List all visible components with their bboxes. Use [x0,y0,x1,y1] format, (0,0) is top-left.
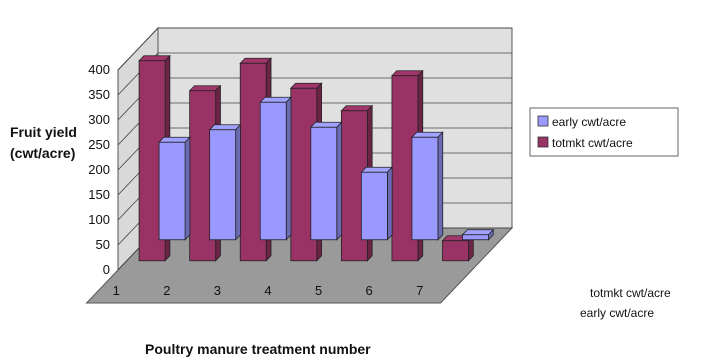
x-tick-label: 7 [416,283,423,298]
y-axis-title-line-2: (cwt/acre) [10,145,75,161]
x-axis-ticks: 1 2 3 4 5 6 7 [113,283,424,298]
bar-front [259,101,287,241]
y-tick-label: 250 [88,137,110,152]
y-tick-label: 100 [88,212,110,227]
bar-side [336,121,343,241]
legend-label-early: early cwt/acre [552,115,626,129]
bar-early [309,121,343,241]
x-tick-label: 2 [163,283,170,298]
x-tick-label: 3 [214,283,221,298]
bar-side [285,96,292,241]
bars-group [138,54,495,262]
gridline [117,52,512,96]
y-tick-label: 400 [88,62,110,77]
y-tick-label: 0 [103,262,110,277]
depth-label-early: early cwt/acre [580,306,654,320]
legend-swatch-early [537,115,549,127]
x-tick-label: 5 [315,283,322,298]
bar-front [360,171,388,241]
bar-front [209,129,237,241]
bar-side [386,166,393,241]
y-axis-ticks: 0 50 100 150 200 250 300 350 400 [88,62,110,277]
bar-early [158,136,191,241]
bar-front [462,234,489,241]
y-tick-label: 300 [88,112,110,127]
x-tick-label: 6 [366,283,373,298]
bar-front [310,126,338,241]
bar-side [437,131,444,241]
bar-early [259,96,292,241]
legend-label-totmkt: totmkt cwt/acre [552,136,633,150]
y-axis-title-line-1: Fruit yield [10,124,77,140]
depth-label-totmkt: totmkt cwt/acre [590,286,671,300]
legend-box [529,107,679,157]
x-axis-title: Poultry manure treatment number [145,341,371,357]
legend-swatch-totmkt [537,136,549,148]
gridline [117,27,512,71]
y-tick-label: 150 [88,187,110,202]
bar-side [184,136,191,241]
x-tick-label: 4 [264,283,271,298]
x-tick-label: 1 [113,283,120,298]
bar-front [411,136,439,241]
bar-side [235,123,241,241]
legend: early cwt/acre totmkt cwt/acre [529,107,679,157]
bar-early [461,228,495,241]
bar-totmkt [441,234,475,262]
bar-early [411,131,444,241]
y-tick-label: 50 [96,237,110,252]
y-tick-label: 350 [88,87,110,102]
bar-early [208,123,242,241]
bar-front [442,240,469,262]
bar-front [158,141,186,241]
y-tick-label: 200 [88,162,110,177]
bar-early [360,166,394,241]
